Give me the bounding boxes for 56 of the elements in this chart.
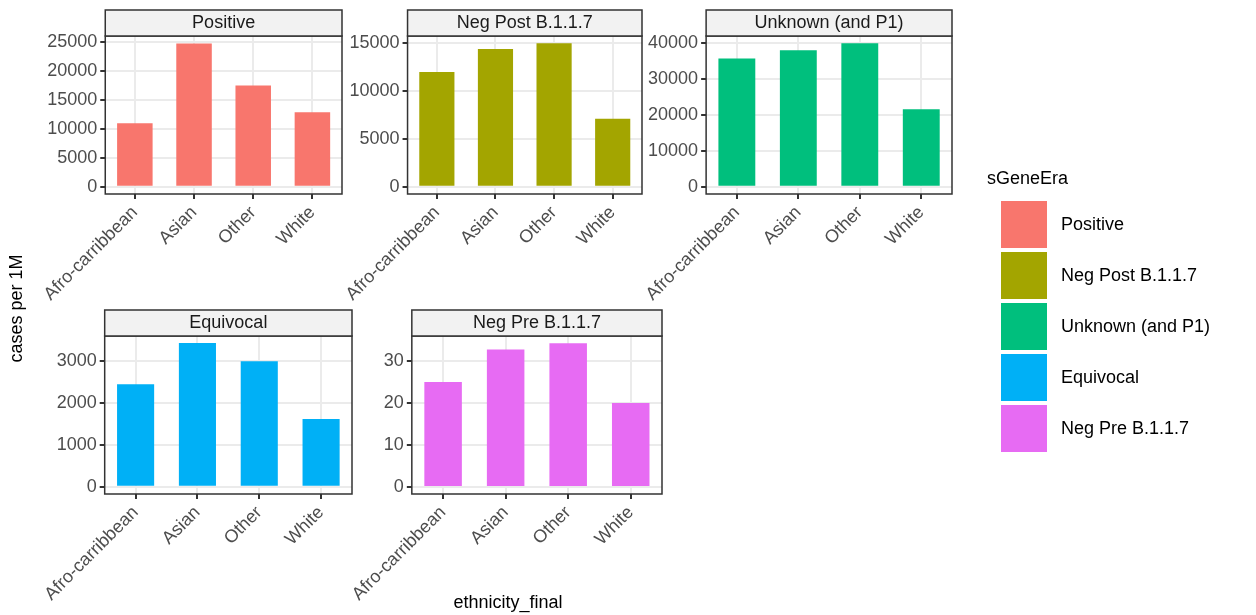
y-tick-label: 5000 <box>57 146 98 167</box>
text: Positive <box>1061 214 1125 235</box>
bar <box>536 43 572 186</box>
y-tick-label: 0 <box>688 175 699 196</box>
chart-title: Positive <box>192 11 256 32</box>
bar <box>240 361 278 486</box>
y-tick-label: 0 <box>389 175 400 196</box>
y-axis-title: cases per 1M <box>7 253 27 365</box>
bar <box>117 384 155 486</box>
bar <box>902 109 940 186</box>
text: Equivocal <box>1061 367 1140 388</box>
y-tick-label: 2000 <box>56 391 97 412</box>
chart-title: Neg Pre B.1.1.7 <box>472 311 601 332</box>
bar <box>117 123 153 186</box>
bar <box>178 343 216 486</box>
bar <box>235 85 271 186</box>
y-tick-label: 20000 <box>47 60 98 81</box>
y-tick-label: 3000 <box>56 350 97 371</box>
text: Neg Pre B.1.1.7 <box>1061 418 1190 439</box>
y-tick-label: 5000 <box>359 127 400 148</box>
y-tick-label: 15000 <box>349 32 400 53</box>
y-tick-label: 0 <box>393 475 404 496</box>
y-tick-label: 10000 <box>648 139 699 160</box>
y-tick-label: 25000 <box>47 31 98 52</box>
chart-title: Equivocal <box>189 311 268 332</box>
legend-title: sGeneEra <box>987 168 1070 189</box>
y-tick-label: 30000 <box>648 68 699 89</box>
y-tick-label: 10000 <box>349 80 400 101</box>
bar <box>611 403 650 486</box>
text: Neg Post B.1.1.7 <box>1061 265 1198 286</box>
x-axis-title: ethnicity_final <box>453 592 563 612</box>
bar <box>294 112 331 186</box>
bar <box>477 48 514 186</box>
bar <box>595 118 631 186</box>
y-tick-label: 40000 <box>648 32 699 53</box>
bar <box>302 418 340 486</box>
chart-title: Neg Post B.1.1.7 <box>456 11 593 32</box>
bar <box>419 71 455 186</box>
y-tick-label: 10000 <box>47 117 98 138</box>
y-tick-label: 10 <box>383 433 404 454</box>
bar <box>424 382 462 486</box>
bar <box>841 43 879 186</box>
bar <box>486 349 525 486</box>
y-tick-label: 0 <box>86 475 97 496</box>
y-tick-label: 20000 <box>648 103 699 124</box>
chart-title: Unknown (and P1) <box>754 11 904 32</box>
y-tick-label: 0 <box>87 175 98 196</box>
y-tick-label: 20 <box>383 392 404 413</box>
y-tick-label: 1000 <box>56 433 97 454</box>
bar <box>176 43 212 186</box>
bar <box>718 58 756 186</box>
bar <box>549 343 587 486</box>
text: Unknown (and P1) <box>1061 316 1211 337</box>
y-tick-label: 30 <box>383 350 404 371</box>
bar <box>779 50 817 186</box>
y-tick-label: 15000 <box>47 89 98 110</box>
